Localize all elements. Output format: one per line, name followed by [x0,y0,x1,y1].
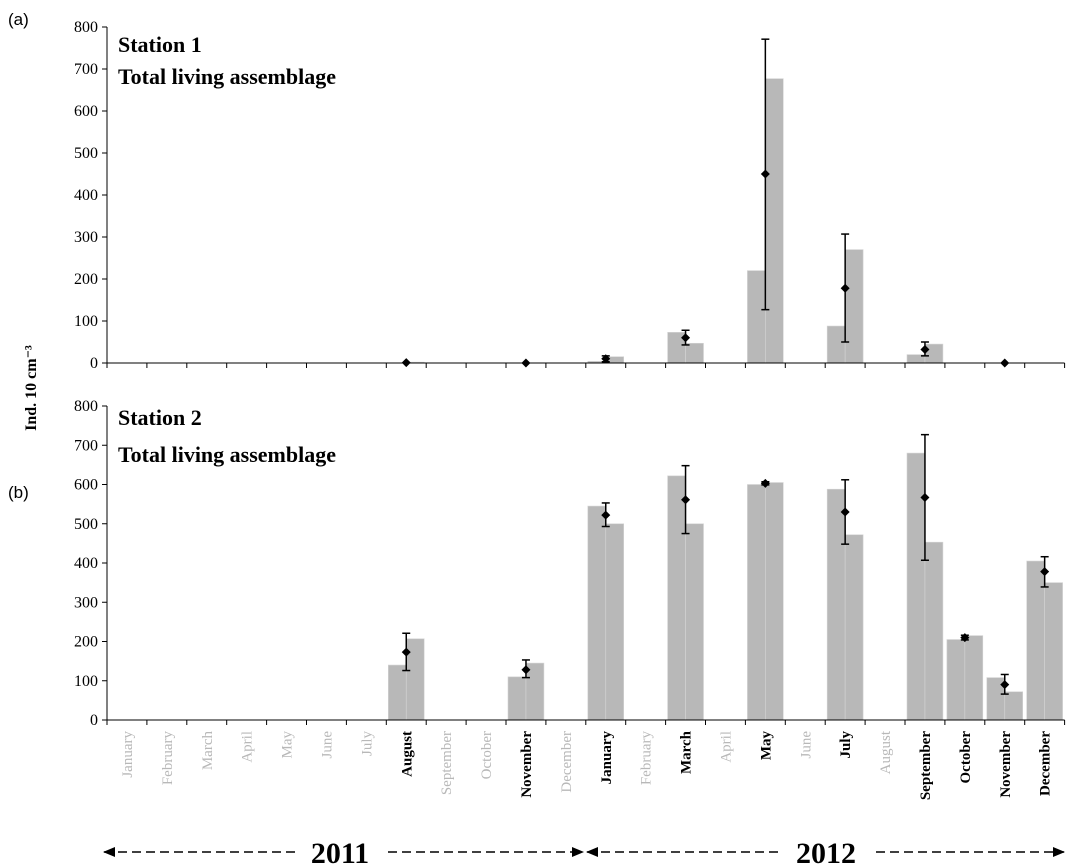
panel-a-bar [844,249,864,364]
panel-b-bar [525,662,545,721]
month-label: January [120,731,136,778]
panel-a-mean-marker [840,283,850,293]
panel-a-mean-marker [601,354,611,364]
panel-b-bar [1044,582,1063,721]
month-label: July [838,731,854,759]
month-label: November [519,731,535,798]
panel-b-bar [667,475,686,721]
panel-b-y-tick-label: 500 [74,516,98,533]
month-label: February [160,731,176,786]
panel-a-mean-marker [1000,358,1010,368]
panel-a-bar [924,343,944,364]
month-label: August [878,730,894,774]
panel-a-tag: (a) [8,10,29,29]
panel-a-mean-marker [521,358,531,368]
panel-a-y-tick-label: 500 [74,145,98,162]
month-label: December [1038,731,1054,796]
panel-a-y-tick-label: 200 [74,271,98,288]
panel-b-mean-marker [960,633,970,643]
panel-b-y-tick-label: 0 [90,712,98,729]
month-label: September [918,731,934,800]
month-label: April [240,731,256,763]
panel-b-bar [587,505,607,721]
panel-a-y-tick-label: 600 [74,103,98,120]
month-label: October [958,731,974,784]
panel-b-y-tick-label: 300 [74,594,98,611]
panel-b-mean-marker [1000,680,1010,690]
panel-b-mean-marker [401,647,411,657]
panel-a-y-tick-label: 700 [74,61,98,78]
panel-a-mean-marker [401,358,411,368]
panel-b-bar [1004,691,1024,721]
panel-b-mean-marker [521,665,531,675]
panel-a-mean-marker [681,333,691,343]
panel-a-bar [747,270,766,364]
panel-b-mean-marker [840,507,850,517]
month-label: July [359,731,375,757]
panel-b-bar [906,452,926,721]
panel-b-y-tick-label: 400 [74,555,98,572]
panel-b-bar [387,664,407,721]
panel-b-bar [685,523,704,721]
panel-b-bar [924,541,944,721]
panel-a-bar [765,78,784,364]
panel-b-bar [946,639,966,721]
month-label: June [319,731,335,759]
panel-b-mean-marker [1040,567,1050,577]
panel-b-mean-marker [681,495,691,505]
panel-b-mean-marker [601,510,611,520]
panel-a-mean-marker [760,169,770,179]
panel-b-bar [765,482,784,721]
panel-a-title-station: Station 1 [118,32,202,57]
panel-b-mean-marker [920,492,930,502]
panel-b-plot: 0 100 200 300 400 500 600 700 800 [74,398,1066,729]
panel-a-plot: 0 100 200 300 400 500 600 700 800 [74,19,1066,372]
month-label: January [599,731,615,785]
month-label: March [200,731,216,771]
month-label: April [718,731,734,763]
panel-a-mean-marker [920,345,930,355]
panel-b-tag: (b) [8,483,29,502]
panel-b-bar [605,523,625,721]
panel-a-y-tick-label: 0 [90,355,98,372]
month-label: June [798,731,814,759]
year-2012-label: 2012 [796,837,856,866]
month-label: May [758,731,774,761]
month-label: October [479,731,495,779]
panel-b-bar [507,676,527,721]
month-label: May [280,731,296,759]
panel-b-bar [964,635,984,721]
panel-b-y-tick-label: 700 [74,437,98,454]
panel-b-bar [826,488,846,721]
month-label: February [639,731,655,786]
month-label: December [559,731,575,793]
panel-b-mean-marker [760,478,770,488]
year-2011-label: 2011 [311,837,369,866]
panel-b-y-tick-label: 200 [74,634,98,651]
month-label: August [399,731,415,777]
panel-a-bar [685,342,704,364]
month-label: November [998,731,1014,798]
panel-a-y-tick-label: 300 [74,229,98,246]
panel-a-y-tick-label: 100 [74,313,98,330]
panel-b-y-tick-label: 600 [74,477,98,494]
panel-b-y-tick-label: 800 [74,398,98,415]
panel-b-bar [844,534,864,721]
month-labels: January February March April May June July Augu… [120,730,1054,800]
y-axis-label: Ind. 10 cm⁻³ [23,345,40,431]
panel-b-title-station: Station 2 [118,405,202,430]
panel-b-bar [1026,560,1045,721]
panel-a-title-assemblage: Total living assemblage [118,64,336,89]
panel-a-y-tick-label: 800 [74,19,98,36]
panel-b-title-assemblage: Total living assemblage [118,442,336,467]
month-label: September [439,731,455,795]
panel-b-bar [747,484,766,721]
panel-a-bar [826,325,846,364]
panel-a-y-tick-label: 400 [74,187,98,204]
panel-b-y-tick-label: 100 [74,673,98,690]
month-label: March [679,730,695,774]
